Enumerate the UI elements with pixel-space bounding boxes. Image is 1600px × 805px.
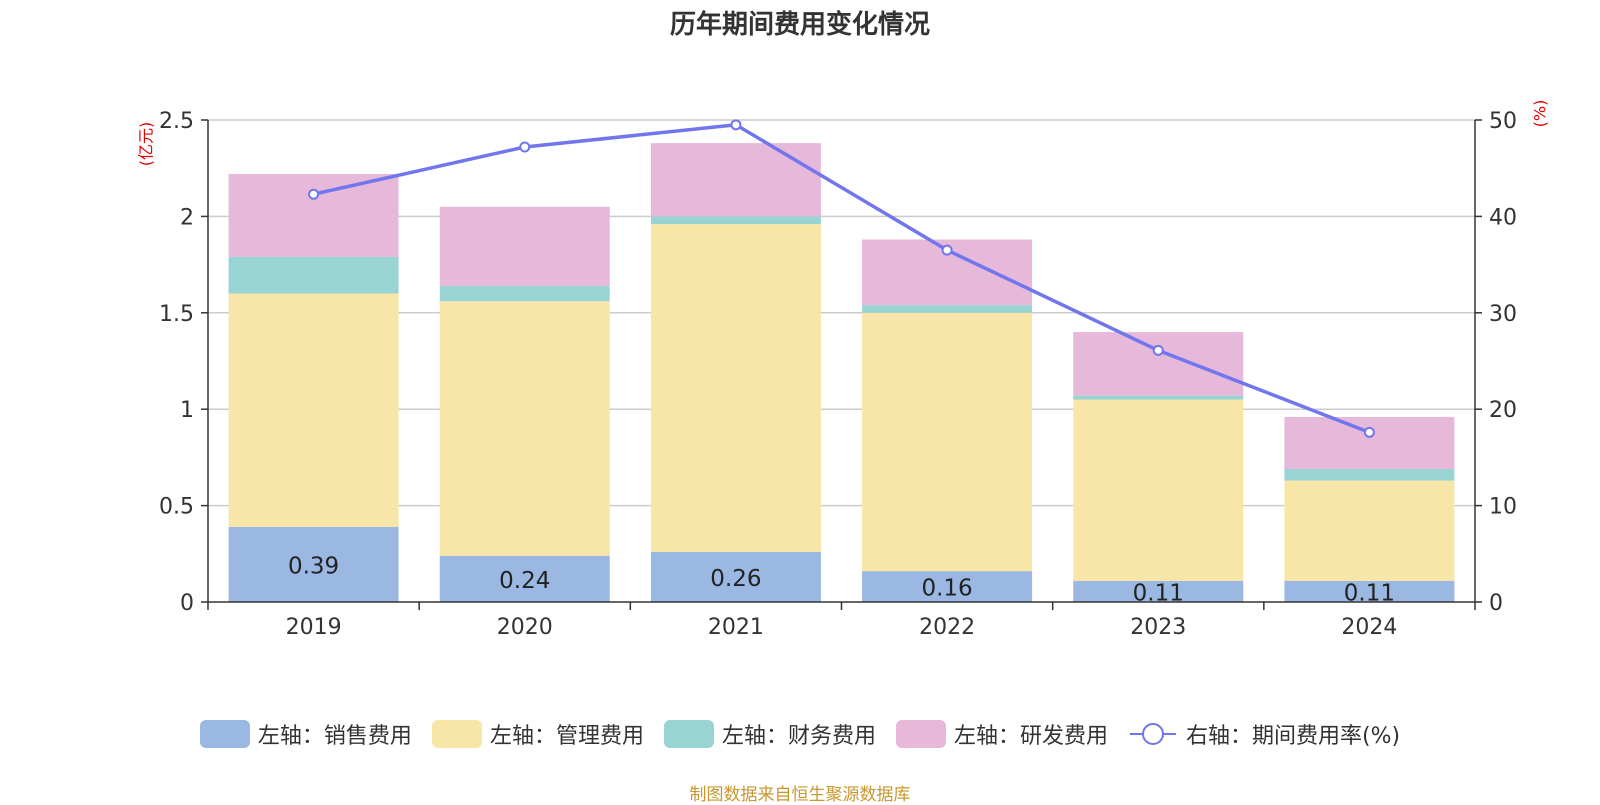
legend-label-admin: 左轴：管理费用 xyxy=(489,724,644,749)
rate-point xyxy=(730,119,742,131)
legend: 左轴：销售费用 左轴：管理费用 左轴：财务费用 左轴：研发费用 右轴：期间费用率… xyxy=(0,718,1600,750)
rate-point xyxy=(1152,344,1164,356)
bar-segment xyxy=(1073,395,1244,400)
left-axis-tick-label: 1.5 xyxy=(159,302,194,327)
bar-data-label: 0.26 xyxy=(710,566,761,592)
x-axis-tick-label: 2021 xyxy=(708,615,764,640)
legend-swatch-admin xyxy=(431,720,482,748)
bar-segment xyxy=(439,555,610,602)
bar-segment xyxy=(1284,480,1455,581)
bar-segment xyxy=(650,216,821,225)
x-axis-tick-label: 2024 xyxy=(1341,615,1397,640)
rate-line xyxy=(313,123,1371,434)
left-axis-tick-label: 0 xyxy=(180,591,194,616)
bar-segment xyxy=(439,285,610,302)
chart-title: 历年期间费用变化情况 xyxy=(669,10,930,40)
legend-swatch-sales xyxy=(199,720,250,748)
bar-segment xyxy=(439,301,610,556)
bar-segment xyxy=(1073,332,1244,396)
bar-segment xyxy=(650,224,821,552)
legend-item-rate[interactable]: 右轴：期间费用率(%) xyxy=(1128,718,1400,750)
left-axis-tick-label: 2 xyxy=(180,205,194,230)
right-axis-tick-label: 20 xyxy=(1489,398,1517,423)
legend-label-rate: 右轴：期间费用率(%) xyxy=(1185,724,1401,749)
rate-point xyxy=(308,188,320,200)
bar-segment xyxy=(228,526,399,602)
bar-data-label: 0.39 xyxy=(288,553,339,579)
bar-segment xyxy=(1073,399,1244,581)
bar-segment xyxy=(862,571,1033,602)
left-axis-tick-label: 1 xyxy=(180,398,194,423)
bar-data-label: 0.16 xyxy=(921,576,972,602)
bar-segment xyxy=(1073,580,1244,602)
right-axis-tick-label: 0 xyxy=(1489,591,1503,616)
legend-label-sales: 左轴：销售费用 xyxy=(257,724,412,749)
rate-point xyxy=(1363,426,1375,438)
x-axis-tick-label: 2019 xyxy=(286,615,342,640)
legend-swatch-finance xyxy=(663,720,714,748)
left-axis-tick-label: 2.5 xyxy=(159,109,194,134)
x-axis-tick-label: 2023 xyxy=(1130,615,1186,640)
bar-segment xyxy=(1284,416,1455,469)
bar-segment xyxy=(650,143,821,217)
rate-point xyxy=(941,244,953,256)
legend-label-finance: 左轴：财务费用 xyxy=(721,724,876,749)
right-axis-tick-label: 30 xyxy=(1489,302,1517,327)
right-axis-tick-label: 10 xyxy=(1489,495,1517,520)
bar-segment xyxy=(1284,468,1455,481)
legend-label-rnd: 左轴：研发费用 xyxy=(953,724,1108,749)
legend-item-finance[interactable]: 左轴：财务费用 xyxy=(663,718,876,750)
legend-item-rnd[interactable]: 左轴：研发费用 xyxy=(895,718,1108,750)
data-source-note: 制图数据来自恒生聚源数据库 xyxy=(689,785,911,805)
bar-segment xyxy=(439,206,610,286)
left-axis-tick-label: 0.5 xyxy=(159,495,194,520)
bar-segment xyxy=(862,312,1033,572)
bar-segment xyxy=(650,551,821,602)
bar-segment xyxy=(1284,580,1455,602)
legend-item-admin[interactable]: 左轴：管理费用 xyxy=(431,718,644,750)
legend-item-sales[interactable]: 左轴：销售费用 xyxy=(199,718,412,750)
bar-segment xyxy=(862,305,1033,313)
bar-data-label: 0.24 xyxy=(499,568,550,594)
rate-point xyxy=(519,141,531,153)
bar-segment xyxy=(228,173,399,257)
right-axis-tick-label: 50 xyxy=(1489,109,1517,134)
right-axis-tick-label: 40 xyxy=(1489,205,1517,230)
legend-swatch-rnd xyxy=(895,720,946,748)
x-axis-tick-label: 2020 xyxy=(497,615,553,640)
legend-line-marker-icon xyxy=(1129,723,1176,745)
bar-segment xyxy=(228,256,399,294)
x-axis-tick-label: 2022 xyxy=(919,615,975,640)
bar-segment xyxy=(228,293,399,527)
